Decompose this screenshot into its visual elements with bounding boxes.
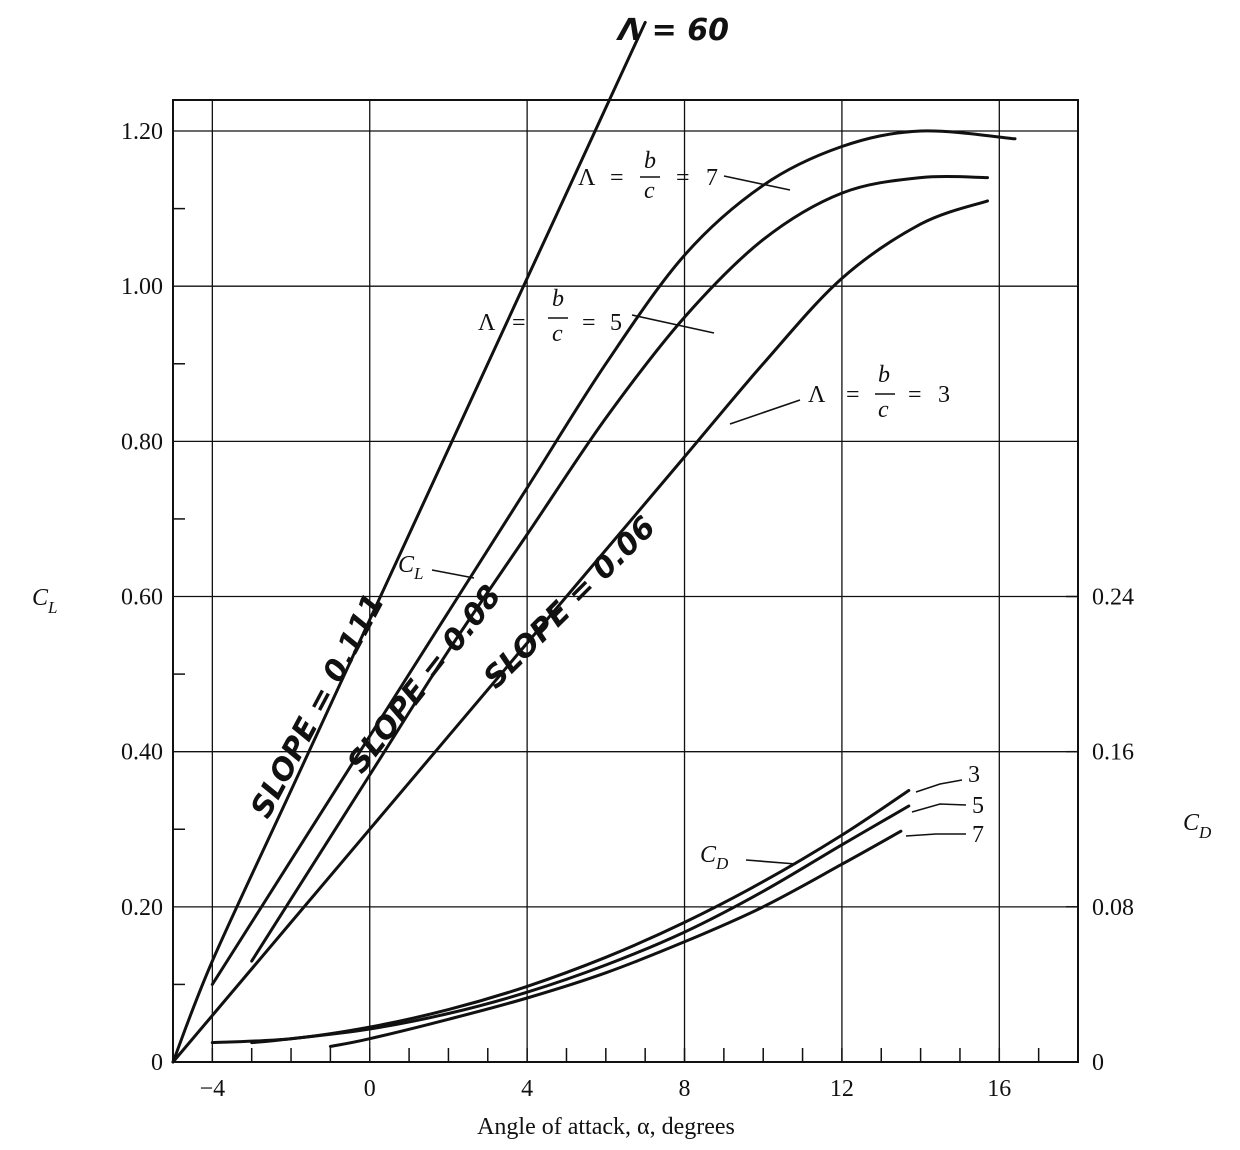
x-axis-title: Angle of attack, α, degrees — [477, 1114, 735, 1140]
svg-text:5: 5 — [610, 310, 622, 336]
svg-text:7: 7 — [706, 165, 718, 191]
x-tick-label: 8 — [679, 1076, 691, 1102]
y-left-tick-label: 0.20 — [121, 895, 163, 921]
y-right-tick-label: 0.16 — [1092, 740, 1134, 766]
y-left-tick-label: 0.40 — [121, 740, 163, 766]
y-left-tick-label: 1.20 — [121, 119, 163, 145]
svg-text:c: c — [644, 178, 655, 204]
svg-text:CL: CL — [398, 552, 423, 583]
y-right-tick-label: 0.24 — [1092, 585, 1134, 611]
svg-text:=: = — [582, 310, 596, 336]
x-tick-label: 12 — [830, 1076, 854, 1102]
x-tick-label: 4 — [521, 1076, 533, 1102]
annotation-lambda-3: Λ = b c = 3 — [729, 362, 950, 425]
cd-series-line-1 — [250, 804, 911, 1045]
cl-series-line-1 — [210, 129, 1017, 986]
svg-text:7: 7 — [972, 822, 984, 848]
x-tick-label: 16 — [987, 1076, 1011, 1102]
svg-text:b: b — [878, 362, 890, 388]
y-right-axis-title: CD — [1183, 810, 1212, 842]
plot-frame — [172, 99, 1079, 1063]
svg-text:Λ: Λ — [478, 310, 496, 336]
svg-text:CD: CD — [700, 842, 729, 873]
minor-ticks — [173, 207, 1078, 1063]
svg-text:3: 3 — [968, 762, 980, 788]
annotation-cd: CD — [700, 842, 797, 873]
svg-text:Λ: Λ — [578, 165, 596, 191]
y-left-tick-label: 0.60 — [121, 585, 163, 611]
y-left-axis-title: CL — [32, 585, 57, 617]
svg-text:b: b — [644, 148, 656, 174]
cl-series-line-3 — [171, 199, 989, 1064]
y-left-tick-label: 1.00 — [121, 274, 163, 300]
tick-labels: −4 0 4 8 12 16 0 0.20 0.40 0.60 0.80 1.00 1.20 0 0.08 0… — [121, 119, 1134, 1102]
svg-text:Λ: Λ — [808, 382, 826, 408]
svg-text:=: = — [610, 165, 624, 191]
y-left-tick-label: 0.80 — [121, 429, 163, 455]
svg-text:b: b — [552, 286, 564, 312]
cl-series-line-2 — [250, 174, 989, 963]
grid-lines — [173, 100, 1078, 1062]
svg-text:=: = — [846, 382, 860, 408]
y-right-tick-label: 0 — [1092, 1050, 1104, 1076]
svg-text:3: 3 — [938, 382, 950, 408]
svg-text:=: = — [908, 382, 922, 408]
annotation-cd-aspect-labels: 3 5 7 — [905, 762, 984, 848]
annotation-cl: CL — [398, 552, 475, 583]
x-tick-label: −4 — [200, 1076, 226, 1102]
y-right-tick-label: 0.08 — [1092, 895, 1134, 921]
svg-text:c: c — [878, 397, 889, 423]
svg-text:c: c — [552, 321, 563, 347]
cd-series-line-0 — [210, 789, 911, 1045]
y-left-tick-label: 0 — [151, 1050, 163, 1076]
svg-text:=: = — [676, 165, 690, 191]
svg-text:5: 5 — [972, 793, 984, 819]
cl-series-line-0 — [171, 20, 647, 1064]
svg-text:=: = — [512, 310, 526, 336]
cd-series-line-2 — [328, 829, 903, 1048]
annotation-lambda-7: Λ = b c = 7 — [578, 148, 791, 204]
x-tick-label: 0 — [364, 1076, 376, 1102]
annotation-lambda-5: Λ = b c = 5 — [478, 286, 715, 347]
annotation-lambda-60: Λ = 60 — [616, 13, 729, 48]
curves — [171, 20, 1017, 1064]
